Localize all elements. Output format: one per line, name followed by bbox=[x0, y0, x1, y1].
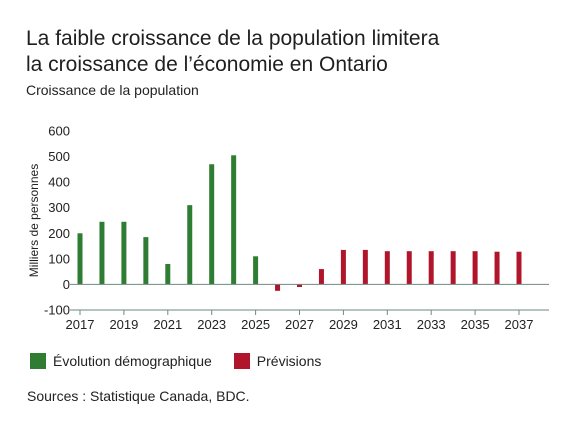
chart-subtitle: Croissance de la population bbox=[26, 82, 199, 98]
bar-historical bbox=[253, 256, 259, 285]
bar-forecast bbox=[340, 249, 346, 285]
chart-legend: Évolution démographique Prévisions bbox=[30, 353, 343, 369]
bar-historical bbox=[209, 164, 215, 285]
bar-forecast bbox=[428, 251, 434, 285]
legend-item-forecast: Prévisions bbox=[233, 353, 322, 369]
bar-forecast bbox=[406, 251, 412, 285]
bar-forecast bbox=[516, 251, 522, 285]
x-tick-label: 2035 bbox=[461, 317, 490, 332]
y-tick-label: 400 bbox=[48, 175, 70, 190]
x-tick-label: 2029 bbox=[329, 317, 358, 332]
bar-forecast bbox=[275, 284, 281, 291]
bar-historical bbox=[165, 263, 171, 285]
x-tick-label: 2019 bbox=[109, 317, 138, 332]
bar-historical bbox=[231, 155, 237, 285]
source-note: Sources : Statistique Canada, BDC. bbox=[27, 388, 250, 404]
bar-historical bbox=[99, 221, 105, 285]
x-tick-label: 2025 bbox=[241, 317, 270, 332]
legend-item-historical: Évolution démographique bbox=[30, 353, 212, 369]
chart-title-line-1: La faible croissance de la population li… bbox=[26, 27, 440, 50]
bar-forecast bbox=[362, 249, 368, 285]
legend-label-forecast: Prévisions bbox=[256, 353, 322, 369]
y-tick-label: 200 bbox=[48, 226, 70, 241]
legend-label-historical: Évolution démographique bbox=[53, 353, 212, 369]
legend-swatch-historical bbox=[30, 353, 46, 369]
legend-swatch-forecast bbox=[233, 353, 250, 369]
y-tick-label: 100 bbox=[48, 251, 70, 266]
chart-title: La faible croissance de la population li… bbox=[26, 26, 566, 78]
y-tick-label: 600 bbox=[48, 124, 70, 139]
x-tick-label: 2017 bbox=[66, 317, 95, 332]
bar-historical bbox=[187, 205, 193, 285]
x-tick-label: 2031 bbox=[373, 317, 402, 332]
y-tick-label: -100 bbox=[44, 303, 70, 318]
y-tick-label: 0 bbox=[63, 277, 70, 292]
y-tick-label: 300 bbox=[48, 200, 70, 215]
chart-title-line-2: la croissance de l’économie en Ontario bbox=[26, 53, 388, 76]
x-tick-label: 2033 bbox=[417, 317, 446, 332]
bar-forecast bbox=[494, 251, 500, 285]
bar-historical bbox=[121, 221, 127, 285]
x-tick-label: 2023 bbox=[197, 317, 226, 332]
y-axis-title: Milliers de personnes bbox=[27, 164, 41, 277]
bar-chart: Milliers de personnes -100 0 100 200 300 400 50… bbox=[27, 124, 549, 332]
x-tick-label: 2037 bbox=[505, 317, 534, 332]
bar-historical bbox=[77, 233, 83, 285]
bar-forecast bbox=[384, 251, 390, 285]
bar-forecast bbox=[318, 269, 324, 285]
bar-forecast bbox=[472, 251, 478, 285]
y-tick-label: 500 bbox=[48, 149, 70, 164]
bar-forecast bbox=[297, 284, 302, 287]
bar-forecast bbox=[450, 251, 456, 285]
bar-historical bbox=[143, 237, 149, 285]
x-tick-label: 2027 bbox=[285, 317, 314, 332]
x-tick-label: 2021 bbox=[153, 317, 182, 332]
